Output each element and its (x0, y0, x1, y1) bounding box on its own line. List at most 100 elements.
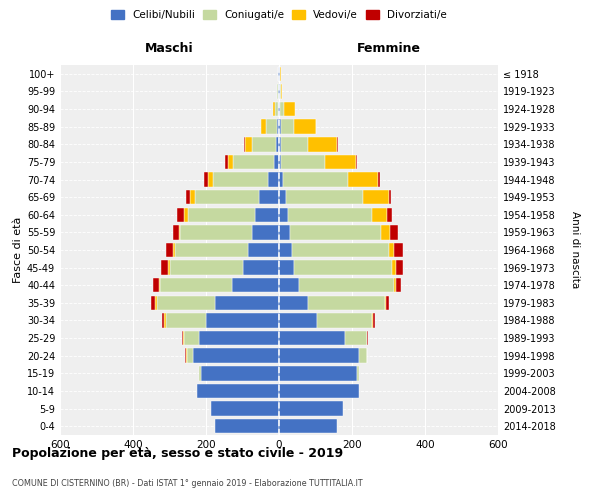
Bar (308, 296, 385, 310)
Bar (181, 225, 251, 240)
Bar (251, 225, 279, 240)
Bar (197, 384, 279, 398)
Bar (279, 172, 283, 186)
Bar (177, 208, 184, 222)
Bar (372, 208, 386, 222)
Bar (288, 208, 372, 222)
Bar (248, 243, 279, 257)
Bar (151, 296, 155, 310)
Bar (278, 66, 279, 81)
Text: COMUNE DI CISTERNINO (BR) - Dati ISTAT 1° gennaio 2019 - Elaborazione TUTTITALIA: COMUNE DI CISTERNINO (BR) - Dati ISTAT 1… (12, 479, 362, 488)
Bar (206, 314, 279, 328)
Bar (281, 137, 308, 152)
Bar (284, 102, 295, 117)
Bar (299, 278, 394, 292)
Bar (281, 154, 325, 169)
Bar (293, 260, 392, 275)
Bar (166, 243, 173, 257)
Bar (279, 208, 288, 222)
Bar (279, 190, 286, 204)
Bar (278, 102, 279, 117)
Bar (187, 348, 193, 363)
Bar (279, 243, 292, 257)
Bar (255, 208, 279, 222)
Bar (173, 243, 175, 257)
Bar (386, 296, 389, 310)
Bar (200, 366, 279, 380)
Bar (279, 331, 344, 345)
Bar (162, 314, 164, 328)
Bar (215, 419, 279, 434)
Bar (290, 225, 381, 240)
Bar (190, 190, 195, 204)
Bar (279, 66, 280, 81)
Bar (386, 208, 392, 222)
Bar (185, 348, 186, 363)
Text: Maschi: Maschi (145, 42, 194, 56)
Bar (208, 172, 214, 186)
Bar (214, 172, 268, 186)
Bar (359, 348, 367, 363)
Bar (292, 243, 389, 257)
Bar (394, 278, 396, 292)
Bar (186, 348, 187, 363)
Bar (278, 84, 279, 98)
Bar (396, 278, 401, 292)
Bar (372, 314, 373, 328)
Bar (385, 296, 386, 310)
Bar (186, 190, 190, 204)
Bar (245, 137, 253, 152)
Bar (280, 102, 284, 117)
Bar (215, 296, 279, 310)
Bar (279, 348, 359, 363)
Bar (279, 102, 280, 117)
Text: Femmine: Femmine (356, 42, 421, 56)
Bar (268, 172, 279, 186)
Bar (173, 225, 179, 240)
Bar (394, 243, 403, 257)
Bar (281, 84, 282, 98)
Bar (259, 190, 279, 204)
Bar (363, 190, 389, 204)
Bar (166, 314, 206, 328)
Bar (279, 314, 317, 328)
Bar (184, 331, 199, 345)
Bar (273, 102, 275, 117)
Bar (161, 260, 167, 275)
Bar (391, 225, 398, 240)
Bar (279, 84, 280, 98)
Bar (211, 402, 279, 416)
Bar (275, 102, 278, 117)
Bar (164, 314, 166, 328)
Bar (358, 366, 359, 380)
Bar (281, 120, 293, 134)
Bar (392, 260, 396, 275)
Bar (389, 243, 394, 257)
Bar (349, 172, 377, 186)
Bar (160, 278, 232, 292)
Bar (279, 260, 293, 275)
Bar (389, 190, 391, 204)
Bar (308, 137, 337, 152)
Bar (233, 154, 274, 169)
Bar (279, 402, 343, 416)
Bar (232, 278, 279, 292)
Bar (325, 154, 356, 169)
Bar (158, 278, 160, 292)
Bar (261, 120, 266, 134)
Bar (317, 314, 372, 328)
Bar (373, 314, 374, 328)
Bar (356, 154, 358, 169)
Bar (367, 331, 368, 345)
Bar (199, 331, 279, 345)
Bar (193, 348, 279, 363)
Bar (228, 154, 233, 169)
Bar (283, 172, 349, 186)
Bar (286, 190, 363, 204)
Bar (167, 260, 170, 275)
Bar (266, 120, 277, 134)
Bar (184, 208, 188, 222)
Bar (195, 190, 259, 204)
Bar (175, 243, 248, 257)
Bar (204, 172, 208, 186)
